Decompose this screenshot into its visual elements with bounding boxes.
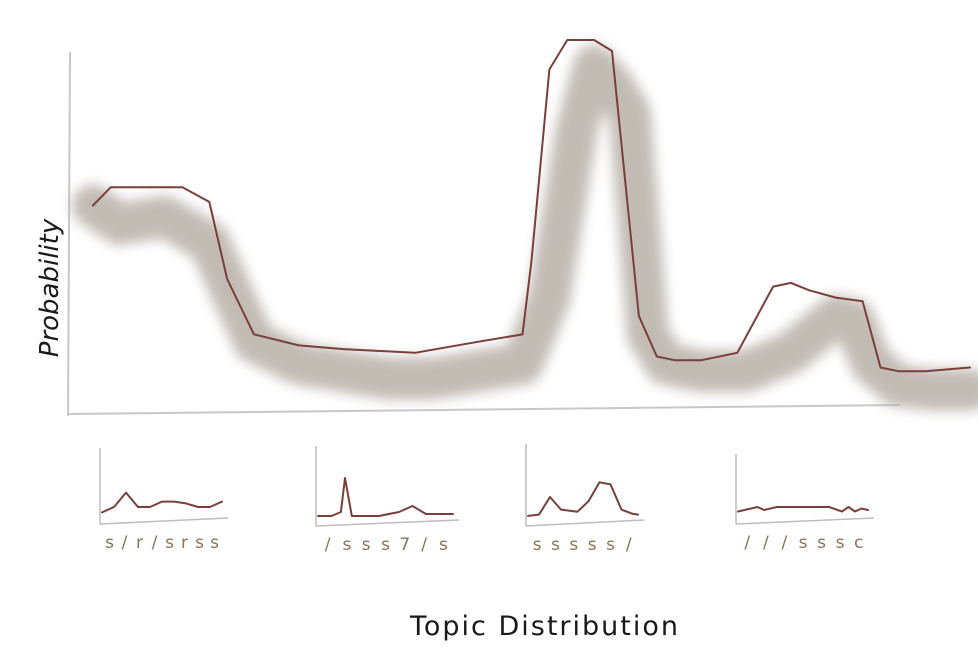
small-chart-4-tick-label: / <box>782 533 788 553</box>
small-chart-3-tick-label: s <box>606 535 615 555</box>
small-chart-4-tick-label: s <box>817 533 826 553</box>
small-chart-2-tick-label: / <box>325 535 331 555</box>
small-chart-2: / s s s 7/s <box>315 446 460 555</box>
small-chart-3-tick-label: s <box>533 535 542 555</box>
small-chart-2-series <box>317 477 454 517</box>
small-chart-4-x-axis <box>735 517 875 525</box>
small-chart-3-series <box>527 481 639 517</box>
small-chart-1-tick-label: r <box>181 533 188 553</box>
main-series-outline <box>91 39 971 373</box>
main-x-axis <box>67 404 901 415</box>
small-chart-1-tick-label: / <box>122 533 128 553</box>
small-chart-2-tick-label: s <box>381 535 390 555</box>
small-chart-1-tick-label: s <box>195 533 204 553</box>
small-chart-1-x-axis <box>99 517 229 525</box>
small-chart-3: s s s s s / <box>525 444 645 555</box>
small-chart-4: / / / s s s c <box>735 454 875 553</box>
small-chart-1-tick-label: / <box>152 533 158 553</box>
main-series-band <box>71 44 978 411</box>
main-series-layer <box>71 39 978 411</box>
small-chart-1-tick-label: r <box>136 533 143 553</box>
small-chart-1-tick-label: s <box>165 533 174 553</box>
small-chart-4-tick-label: / <box>763 533 769 553</box>
small-chart-4-tick-label: / <box>744 533 750 553</box>
small-chart-1-series <box>101 491 223 514</box>
small-chart-3-tick-label: s <box>569 535 578 555</box>
small-chart-3-tick-label: s <box>588 535 597 555</box>
small-chart-1: s / r / s r s s <box>99 448 229 553</box>
x-axis-label: Topic Distribution <box>409 611 680 642</box>
main-y-axis <box>67 51 71 417</box>
small-chart-2-tick-label: / <box>421 535 427 555</box>
small-chart-2-x-axis <box>315 519 460 527</box>
small-chart-4-series <box>737 506 869 513</box>
small-chart-2-tick-label: s <box>342 535 351 555</box>
small-chart-1-tick-label: s <box>210 533 219 553</box>
small-chart-4-tick-label: c <box>854 533 863 553</box>
y-axis-label: Probability <box>35 218 65 357</box>
small-chart-4-tick-label: s <box>799 533 808 553</box>
main-axes <box>67 51 901 417</box>
small-chart-3-tick-label: s <box>551 535 560 555</box>
small-chart-4-tick-label: s <box>836 533 845 553</box>
small-chart-3-tick-label: / <box>626 535 632 555</box>
small-chart-2-tick-label: s <box>362 535 371 555</box>
small-chart-2-tick-label: 7 <box>399 535 410 555</box>
small-chart-3-x-axis <box>525 519 645 527</box>
small-chart-1-tick-label: s <box>105 533 114 553</box>
small-multiples: s / r / s r s s / s s s 7/s s s s s s / / / / s s s c <box>99 444 875 555</box>
small-chart-2-tick-label: s <box>439 535 448 555</box>
